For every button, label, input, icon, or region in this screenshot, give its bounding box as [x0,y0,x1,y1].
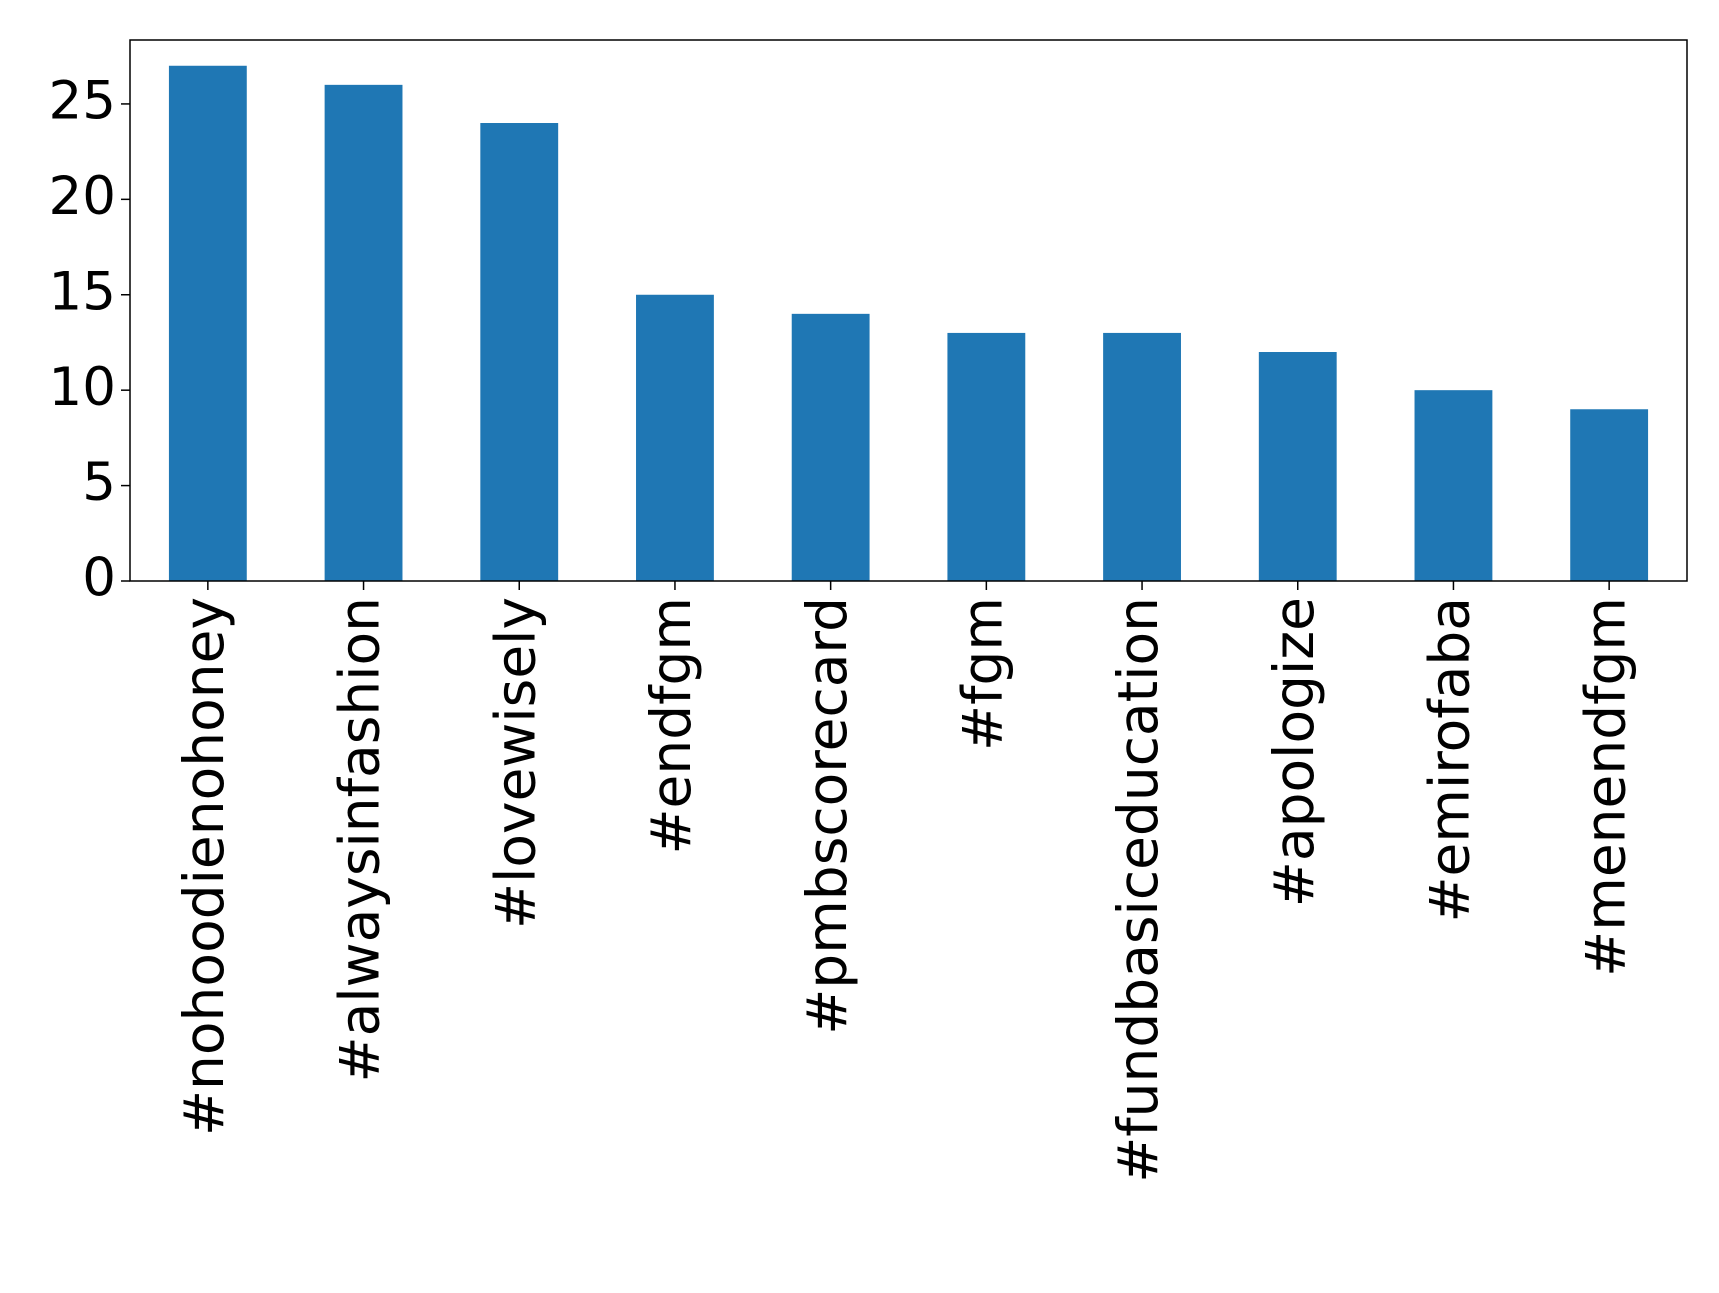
bar [791,313,870,581]
bar [636,294,714,581]
bar [324,84,403,582]
x-tick-label: #menendfgm [1573,597,1637,977]
x-tick-label: #nohoodienohoney [172,597,236,1136]
y-tick-label: 10 [49,357,116,418]
x-tick-label: #lovewisely [483,597,547,929]
x-tick-label: #emirofaba [1418,597,1482,923]
x-tick-label: #apologize [1262,597,1326,907]
bar [1258,352,1337,581]
bar [1414,390,1493,581]
bar [1103,332,1181,581]
y-tick-label: 0 [82,548,116,609]
plot-frame [129,39,1688,582]
x-tick-label: #alwaysinfashion [328,597,392,1082]
bar [947,332,1026,581]
bar [168,65,247,581]
bar [480,123,559,581]
x-tick-label: #fgm [950,597,1014,751]
x-tick-label: #pmbscorecard [795,597,859,1035]
y-tick-label: 15 [49,261,116,322]
x-tick-label: #endfgm [639,597,703,855]
y-tick-label: 25 [49,71,116,132]
bar [1570,409,1649,581]
y-tick-label: 5 [82,452,116,513]
x-tick-label: #fundbasiceducation [1106,597,1170,1183]
y-tick-label: 20 [49,166,116,227]
